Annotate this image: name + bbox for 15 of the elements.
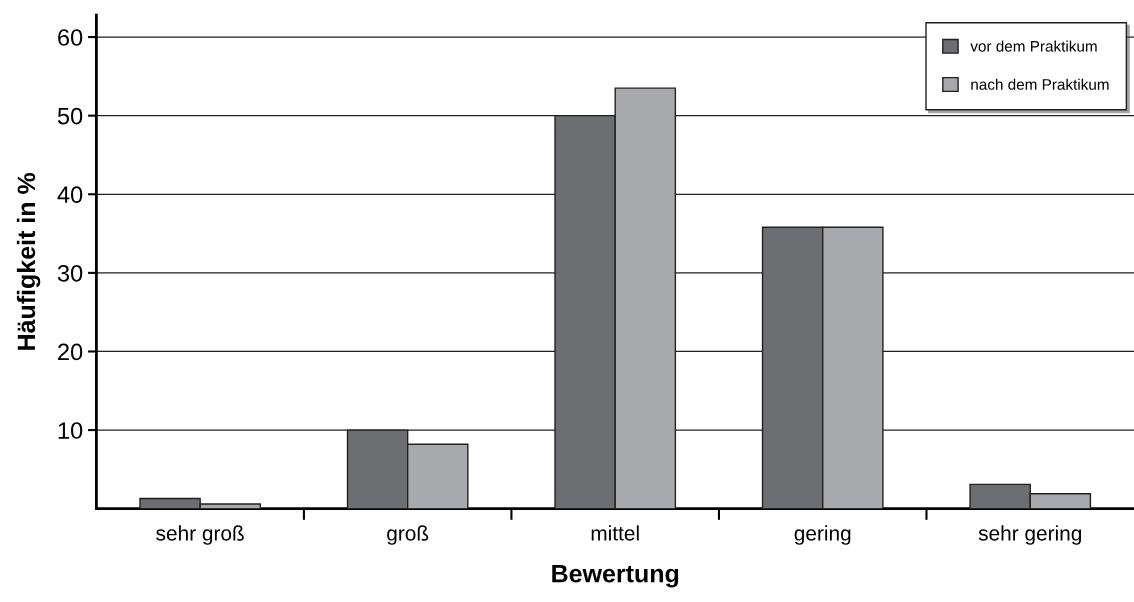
x-axis-title: Bewertung [552, 565, 679, 588]
x-tick-label: sehr gering [978, 525, 1082, 545]
y-tick-label: 20 [58, 343, 83, 361]
y-tick-label: 10 [58, 422, 83, 439]
legend-label: nach dem Praktikum [971, 78, 1109, 90]
y-axis-title: Häufigkeit in % [16, 172, 41, 350]
y-tick-label: 60 [58, 29, 83, 46]
x-tick-label: sehr groß [156, 525, 244, 545]
y-tick-label: 30 [57, 264, 83, 282]
x-tick-label: gering [794, 525, 851, 545]
y-tick-label: 40 [57, 186, 83, 204]
legend-label: vor dem Praktikum [970, 40, 1097, 52]
x-tick-label: groß [387, 525, 429, 545]
x-tick-label: mittel [591, 525, 639, 541]
y-tick-label: 50 [57, 107, 83, 125]
